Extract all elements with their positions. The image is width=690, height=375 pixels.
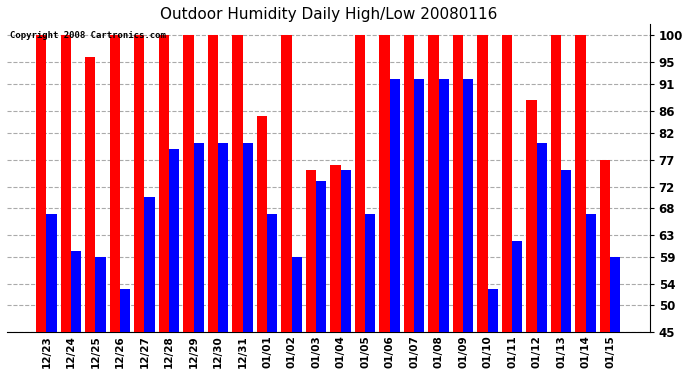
Bar [316,181,326,332]
Bar [551,35,561,332]
Bar [404,35,414,332]
Bar [169,149,179,332]
Bar [380,35,390,332]
Bar [110,35,120,332]
Bar [463,78,473,332]
Bar [95,257,106,332]
Bar [134,35,144,332]
Bar [512,241,522,332]
Bar [439,78,449,332]
Bar [390,78,400,332]
Bar [120,289,130,332]
Bar [267,214,277,332]
Bar [414,78,424,332]
Bar [365,214,375,332]
Bar [71,251,81,332]
Bar [36,35,46,332]
Bar [537,143,547,332]
Bar [586,214,596,332]
Bar [306,170,316,332]
Bar [208,35,218,332]
Bar [331,165,341,332]
Bar [502,35,512,332]
Bar [292,257,302,332]
Bar [159,35,169,332]
Bar [526,100,537,332]
Text: Copyright 2008 Cartronics.com: Copyright 2008 Cartronics.com [10,31,166,40]
Bar [282,35,292,332]
Bar [610,257,620,332]
Bar [61,35,71,332]
Bar [428,35,439,332]
Bar [600,159,610,332]
Bar [488,289,498,332]
Bar [575,35,586,332]
Bar [193,143,204,332]
Bar [242,143,253,332]
Bar [477,35,488,332]
Bar [341,170,351,332]
Bar [355,35,365,332]
Bar [184,35,193,332]
Title: Outdoor Humidity Daily High/Low 20080116: Outdoor Humidity Daily High/Low 20080116 [159,7,497,22]
Bar [233,35,242,332]
Bar [85,57,95,332]
Bar [218,143,228,332]
Bar [46,214,57,332]
Bar [144,197,155,332]
Bar [453,35,463,332]
Bar [561,170,571,332]
Bar [257,116,267,332]
